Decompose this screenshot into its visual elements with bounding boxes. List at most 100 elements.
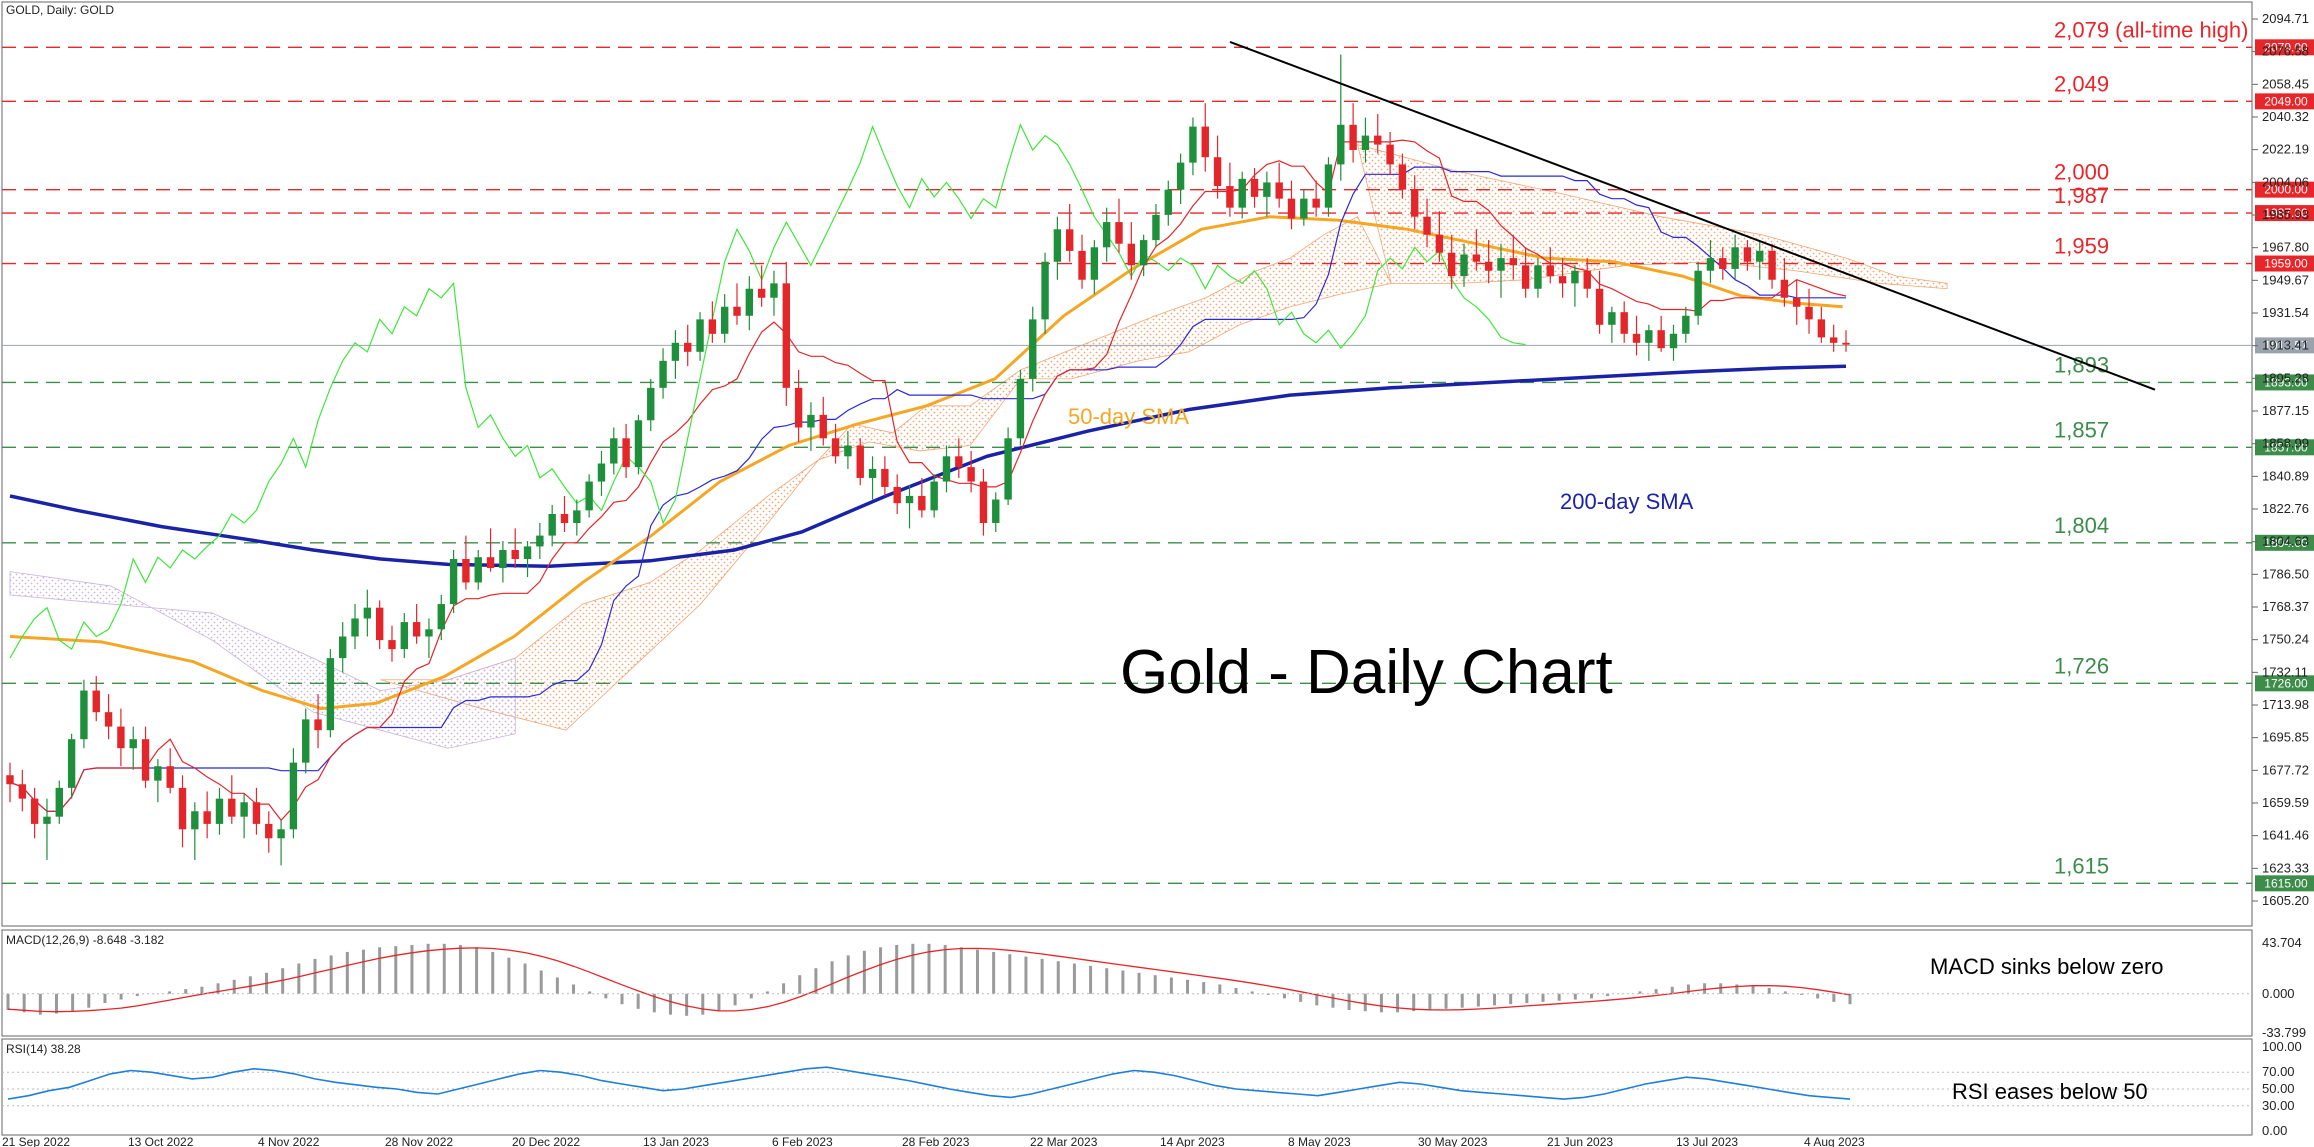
rsi-tick-label: 30.00 <box>2262 1098 2295 1113</box>
candle-body <box>80 690 88 740</box>
y-tick-label: 1641.46 <box>2262 828 2309 843</box>
symbol-label: GOLD, Daily: GOLD <box>6 3 114 17</box>
candle-body <box>449 559 458 605</box>
chikou-line <box>9 123 1526 659</box>
rsi-annotation: RSI eases below 50 <box>1952 1079 2148 1104</box>
candle-body <box>918 495 926 511</box>
candle-body <box>1571 270 1579 284</box>
candle-body <box>265 823 273 839</box>
y-tick-label: 1931.54 <box>2262 305 2309 320</box>
rsi-tick-label: 0.00 <box>2262 1123 2287 1138</box>
rsi-panel: 100.00 70.00 50.00 30.00 0.00 <box>2 1039 2302 1138</box>
candle-body <box>1349 124 1357 151</box>
candle-body <box>659 360 667 388</box>
candle-body <box>252 802 261 824</box>
candle-body <box>141 739 150 781</box>
candle-body <box>1694 270 1702 316</box>
level-price-tag-text: 1804.00 <box>2264 536 2308 550</box>
y-tick-label: 1949.67 <box>2262 272 2309 287</box>
x-tick-label: 28 Feb 2023 <box>902 1135 970 1147</box>
x-tick-label: 14 Apr 2023 <box>1160 1135 1225 1147</box>
level-label: 1,857 <box>2054 417 2109 442</box>
candle-body <box>1682 315 1690 334</box>
candle-body <box>597 463 606 482</box>
candle-body <box>548 513 556 536</box>
candle-body <box>1842 342 1850 345</box>
candle-body <box>289 762 298 830</box>
candle-body <box>1546 265 1554 277</box>
candle-body <box>1287 198 1296 219</box>
candle-body <box>955 456 963 468</box>
x-tick-label: 6 Feb 2023 <box>772 1135 833 1147</box>
candle-body <box>622 438 630 468</box>
sma50-label: 50-day SMA <box>1068 404 1189 429</box>
y-tick-label: 1822.76 <box>2262 501 2309 516</box>
level-price-tag-text: 1959.00 <box>2264 257 2308 271</box>
level-label: 1,726 <box>2054 653 2109 678</box>
candle-body <box>191 811 199 830</box>
y-tick-label: 1605.20 <box>2262 893 2309 908</box>
candle-body <box>1411 189 1419 217</box>
y-tick-label: 1985.93 <box>2262 207 2309 222</box>
candle-body <box>831 438 840 457</box>
candle-body <box>1041 261 1049 320</box>
rsi-line <box>7 1066 1851 1100</box>
y-tick-label: 1659.59 <box>2262 795 2309 810</box>
candle-body <box>1066 229 1074 251</box>
candle-body <box>1312 198 1320 208</box>
candle-body <box>1164 189 1172 215</box>
candle-body <box>684 342 692 352</box>
level-price-tag <box>2255 205 2314 222</box>
candle-body <box>1632 333 1641 343</box>
candle-body <box>1090 247 1099 280</box>
candle-body <box>523 546 532 560</box>
candle-body <box>1152 214 1160 241</box>
trendline <box>1229 40 2156 391</box>
candle-body <box>807 414 815 428</box>
candle-body <box>1793 297 1801 307</box>
candle-body <box>339 636 347 659</box>
candle-body <box>511 550 519 560</box>
y-tick-label: 1877.15 <box>2262 403 2309 418</box>
candle-body <box>462 559 470 583</box>
y-tick-label: 2004.06 <box>2262 174 2309 189</box>
x-tick-label: 30 May 2023 <box>1418 1135 1488 1147</box>
y-tick-label: 1913.41 <box>2262 338 2309 353</box>
candle-body <box>1029 319 1037 379</box>
candle-body <box>499 550 507 569</box>
candle-body <box>43 816 51 824</box>
level-price-tag-text: 2079.00 <box>2264 40 2308 54</box>
candle-body <box>1250 178 1259 197</box>
candle-body <box>6 775 14 785</box>
candle-body <box>1645 330 1653 343</box>
candle-body <box>856 445 864 478</box>
candle-body <box>881 468 889 487</box>
macd-label: MACD(12,26,9) -8.648 -3.182 <box>6 933 164 947</box>
candle-body <box>1509 258 1517 266</box>
y-tick-label: 1895.28 <box>2262 370 2309 385</box>
candle-body <box>1115 222 1123 244</box>
candle-body <box>1669 333 1678 349</box>
candle-body <box>486 557 495 569</box>
y-tick-label: 1695.85 <box>2262 730 2309 745</box>
candle-body <box>1756 250 1764 262</box>
level-price-tag <box>2255 255 2314 272</box>
x-tick-label: 21 Jun 2023 <box>1547 1135 1613 1147</box>
candle-body <box>770 283 778 298</box>
kijun-line <box>9 166 1846 812</box>
candle-body <box>967 467 975 482</box>
y-tick-label: 1750.24 <box>2262 632 2309 647</box>
candle-body <box>560 513 569 523</box>
ichimoku-cloud <box>9 144 1948 749</box>
candle-body <box>1004 438 1012 500</box>
y-tick-label: 1786.50 <box>2262 566 2309 581</box>
candle-body <box>474 557 482 583</box>
level-price-tag-text: 1893.00 <box>2264 375 2308 389</box>
candle-body <box>757 288 766 298</box>
candle-body <box>1226 186 1234 208</box>
candle-body <box>1189 126 1197 163</box>
level-price-tag <box>2255 534 2314 551</box>
candle-body <box>1829 337 1838 343</box>
candle-body <box>215 798 224 824</box>
